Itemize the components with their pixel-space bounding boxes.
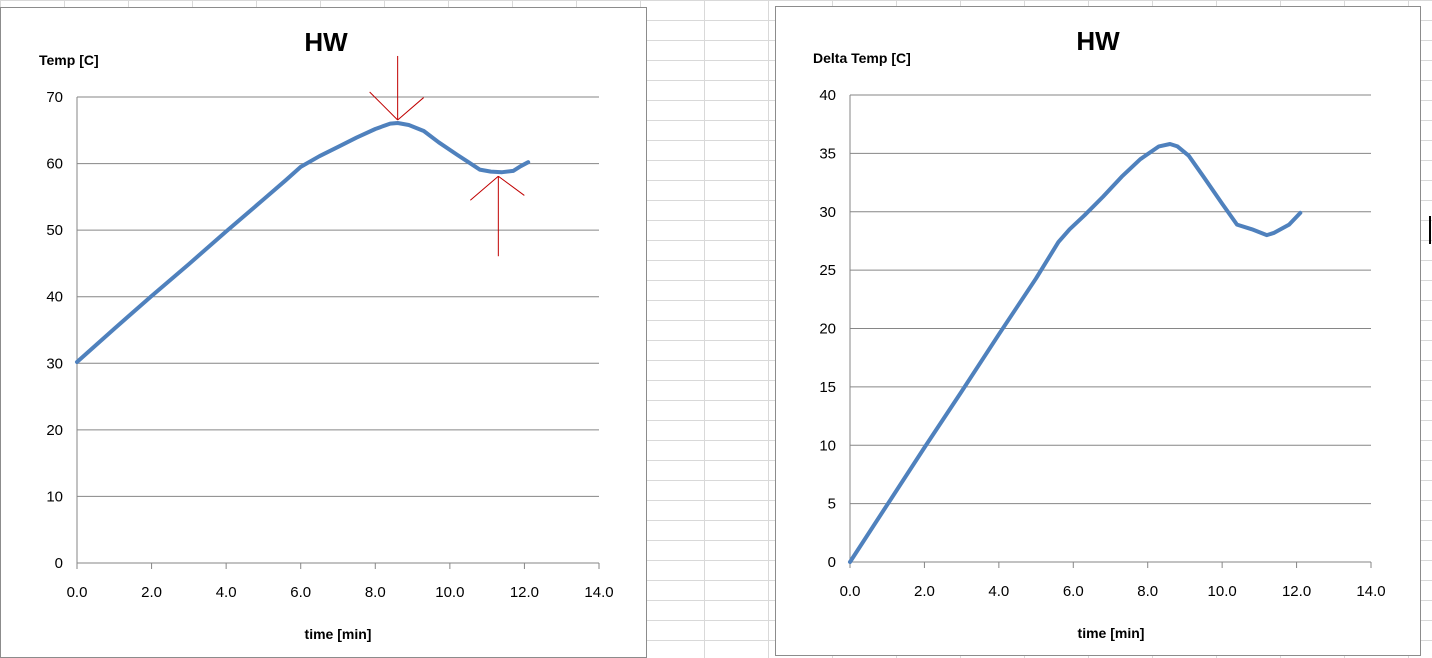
y-tick-label: 5 <box>828 496 836 513</box>
x-tick-label: 12.0 <box>1282 583 1311 600</box>
y-tick-label: 25 <box>819 262 836 279</box>
series-line-1 <box>75 121 531 364</box>
y-tick-label: 50 <box>46 222 63 239</box>
chart-temp-panel: HW Temp [C] time [min] 0 10 20 30 40 50 60 70 0.0 2.… <box>0 7 647 658</box>
y-tick-label: 30 <box>819 204 836 221</box>
y-tick-label: 40 <box>819 87 836 104</box>
y-tick-label: 35 <box>819 145 836 162</box>
x-tick-label: 6.0 <box>290 584 311 601</box>
x-axis-title: time [min] <box>1078 625 1145 641</box>
x-tick-label: 14.0 <box>584 584 613 601</box>
y-tick-label: 10 <box>46 488 63 505</box>
y-tick-label: 30 <box>46 355 63 372</box>
x-tick-label: 4.0 <box>988 583 1009 600</box>
chart-delta-temp: HW Delta Temp [C] time [min] 0 5 10 15 20 25 30 35… <box>813 26 1386 641</box>
y-axis-title: Temp [C] <box>39 52 99 68</box>
x-tick-label: 10.0 <box>1208 583 1237 600</box>
y-tick-label: 40 <box>46 289 63 306</box>
x-tick-label: 2.0 <box>914 583 935 600</box>
x-tick-label: 2.0 <box>141 584 162 601</box>
y-tick-label: 0 <box>828 554 836 571</box>
y-tick-label: 70 <box>46 89 63 106</box>
annotation-arrow-head-right <box>498 175 525 196</box>
annotation-arrow-up <box>470 175 525 257</box>
series-line-1 <box>848 142 1303 564</box>
y-tick-label: 15 <box>819 379 836 396</box>
y-tick-label: 20 <box>819 321 836 338</box>
x-tick-label: 0.0 <box>67 584 88 601</box>
x-axis-title: time [min] <box>305 626 372 642</box>
y-tick-label: 0 <box>55 555 63 572</box>
x-tick-label: 6.0 <box>1063 583 1084 600</box>
chart-delta-temp-panel: HW Delta Temp [C] time [min] 0 5 10 15 20 25 30 35… <box>775 6 1421 656</box>
annotation-arrow-down <box>369 55 424 121</box>
annotation-arrow-head-left <box>369 91 399 121</box>
chart-temp: HW Temp [C] time [min] 0 10 20 30 40 50 60 70 0.0 2.… <box>39 27 614 642</box>
y-tick-label: 10 <box>819 437 836 454</box>
text-cursor <box>1429 216 1431 244</box>
y-tick-label: 20 <box>46 422 63 439</box>
y-tick-label: 60 <box>46 156 63 173</box>
x-tick-label: 4.0 <box>216 584 237 601</box>
chart-title: HW <box>304 27 348 57</box>
x-tick-label: 8.0 <box>1137 583 1158 600</box>
annotation-arrow-head-left <box>470 175 499 201</box>
annotation-arrow-head-right <box>397 97 424 121</box>
x-tick-label: 0.0 <box>840 583 861 600</box>
x-tick-label: 8.0 <box>365 584 386 601</box>
chart-title: HW <box>1076 26 1120 56</box>
x-tick-label: 12.0 <box>510 584 539 601</box>
x-tick-label: 10.0 <box>435 584 464 601</box>
y-axis-title: Delta Temp [C] <box>813 50 911 66</box>
x-tick-label: 14.0 <box>1356 583 1385 600</box>
